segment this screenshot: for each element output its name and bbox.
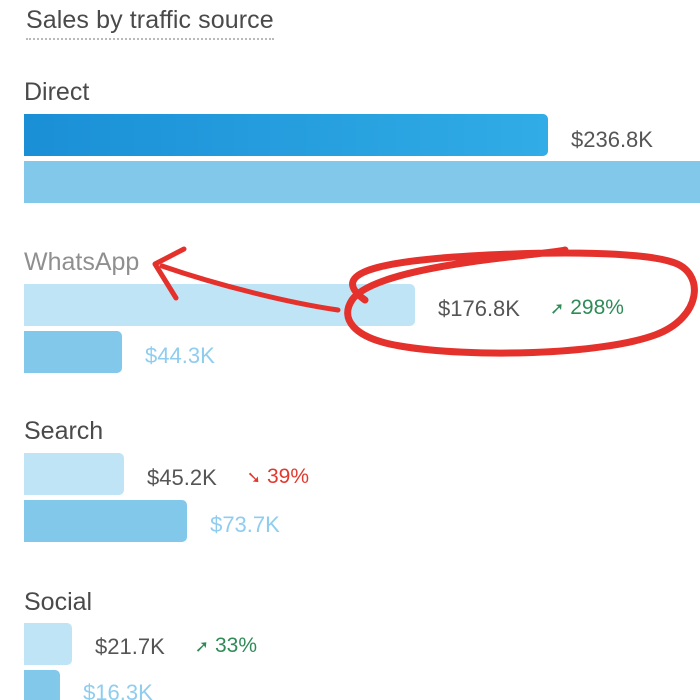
- category-label-whatsapp: WhatsApp: [24, 248, 139, 277]
- change-value-search: 39%: [267, 465, 309, 488]
- value-label-current-whatsapp: $176.8K: [438, 296, 520, 322]
- change-value-social: 33%: [215, 634, 257, 657]
- value-label-previous-search: $73.7K: [210, 512, 280, 538]
- value-label-previous-whatsapp: $44.3K: [145, 343, 215, 369]
- arrow-down-icon: ➘: [247, 468, 261, 487]
- value-label-current-search: $45.2K: [147, 465, 217, 491]
- bar-current-direct[interactable]: [24, 114, 548, 156]
- change-badge-whatsapp: ➚ 298%: [550, 296, 624, 320]
- bar-previous-direct[interactable]: [24, 161, 700, 203]
- category-label-direct: Direct: [24, 78, 89, 107]
- bar-current-search[interactable]: [24, 453, 124, 495]
- value-label-previous-social: $16.3K: [83, 680, 153, 700]
- value-label-current-social: $21.7K: [95, 634, 165, 660]
- value-label-current-direct: $236.8K: [571, 127, 653, 153]
- category-label-social: Social: [24, 588, 92, 617]
- bar-previous-whatsapp[interactable]: [24, 331, 122, 373]
- change-badge-social: ➚ 33%: [195, 634, 257, 658]
- change-value-whatsapp: 298%: [570, 296, 624, 319]
- arrow-up-icon: ➚: [195, 637, 209, 656]
- bar-previous-social[interactable]: [24, 670, 60, 700]
- chart-title: Sales by traffic source: [26, 6, 274, 40]
- bar-current-whatsapp[interactable]: [24, 284, 415, 326]
- category-label-search: Search: [24, 417, 103, 446]
- bar-previous-search[interactable]: [24, 500, 187, 542]
- bar-current-social[interactable]: [24, 623, 72, 665]
- arrow-up-icon: ➚: [550, 299, 564, 318]
- change-badge-search: ➘ 39%: [247, 465, 309, 489]
